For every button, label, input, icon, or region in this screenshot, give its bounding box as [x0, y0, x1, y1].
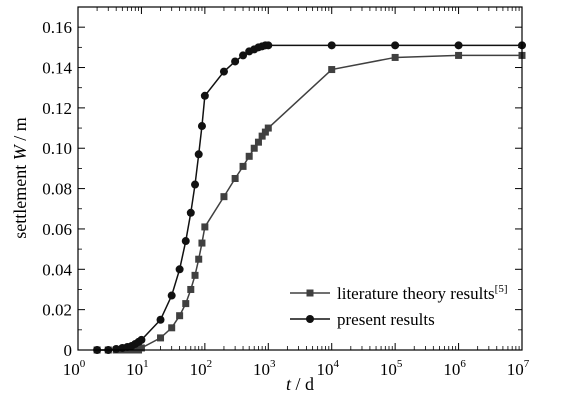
data-point-square [246, 153, 253, 160]
tick-labels: 100 101 102 103 104 105 106 107 0 0.02 0.04 0.06 0.0… [42, 18, 530, 379]
data-point-square [232, 175, 239, 182]
legend: literature theory results[5] present res… [290, 283, 508, 329]
data-point-square [251, 145, 258, 152]
data-point-circle [391, 41, 399, 49]
data-point-square [192, 272, 199, 279]
series-line-present [97, 45, 522, 350]
data-point-circle [137, 336, 145, 344]
legend-circle-marker [306, 315, 314, 323]
data-point-square [201, 223, 208, 230]
x-tick-label: 102 [190, 358, 213, 379]
series-line-literature [97, 55, 522, 350]
data-point-circle [187, 209, 195, 217]
x-tick-label: 103 [253, 358, 276, 379]
data-point-circle [198, 122, 206, 130]
data-point-circle [201, 92, 209, 100]
y-tick-label: 0.06 [42, 220, 72, 239]
data-point-square [176, 312, 183, 319]
x-tick-label: 107 [507, 358, 530, 379]
data-point-circle [455, 41, 463, 49]
data-point-circle [220, 68, 228, 76]
y-tick-label: 0.12 [42, 99, 72, 118]
data-point-circle [176, 265, 184, 273]
series-layer [93, 41, 526, 354]
data-point-circle [195, 150, 203, 158]
legend-entry-present: present results [290, 310, 435, 329]
data-point-square [187, 286, 194, 293]
y-tick-label: 0.02 [42, 301, 72, 320]
y-tick-label: 0.08 [42, 180, 72, 199]
data-point-square [195, 256, 202, 263]
data-point-circle [264, 41, 272, 49]
data-point-square [157, 334, 164, 341]
legend-square-marker [307, 290, 314, 297]
y-tick-label: 0.14 [42, 59, 72, 78]
legend-label-present: present results [337, 310, 435, 329]
y-tick-label: 0.04 [42, 260, 72, 279]
data-point-circle [168, 292, 176, 300]
data-point-circle [182, 237, 190, 245]
data-point-circle [157, 316, 165, 324]
data-point-circle [191, 181, 199, 189]
data-point-square [328, 66, 335, 73]
x-axis-title: t / d [286, 374, 314, 394]
data-point-square [168, 324, 175, 331]
legend-entry-literature: literature theory results[5] [290, 283, 508, 303]
data-point-square [255, 139, 262, 146]
data-point-circle [328, 41, 336, 49]
x-tick-label: 100 [63, 358, 86, 379]
y-tick-label: 0.16 [42, 18, 72, 37]
data-point-square [240, 163, 247, 170]
data-point-square [392, 54, 399, 61]
x-tick-label: 106 [443, 358, 466, 379]
x-tick-label: 101 [126, 358, 149, 379]
y-axis-title: settlement W / m [10, 117, 30, 239]
data-point-square [455, 52, 462, 59]
data-point-circle [231, 57, 239, 65]
y-tick-label: 0 [64, 341, 73, 360]
x-tick-label: 104 [316, 358, 339, 379]
x-tick-label: 105 [380, 358, 403, 379]
data-point-square [182, 300, 189, 307]
data-point-square [265, 125, 272, 132]
data-point-square [198, 240, 205, 247]
y-tick-label: 0.10 [42, 139, 72, 158]
legend-label-literature: literature theory results[5] [337, 283, 508, 303]
data-point-square [220, 193, 227, 200]
